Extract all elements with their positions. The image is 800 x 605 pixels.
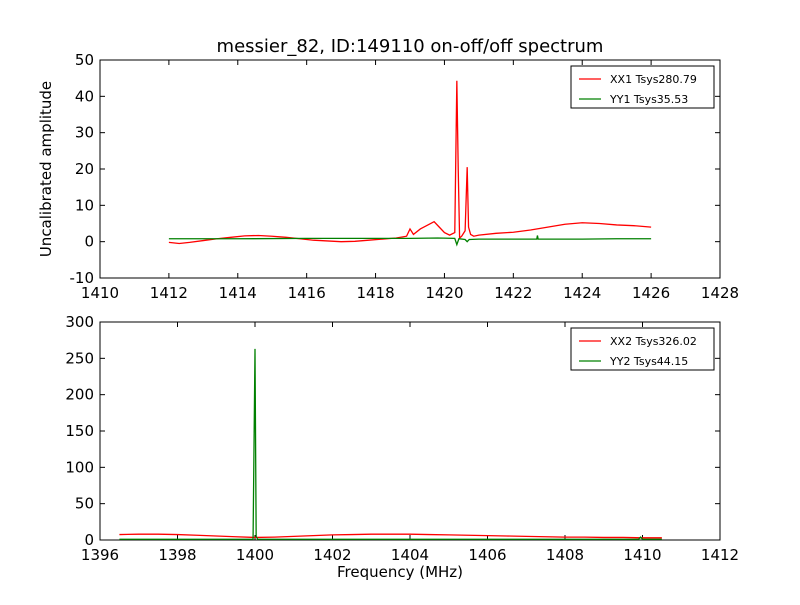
y-tick-label: 20 [75,160,94,178]
chart-panel-2: 1396 1398 1400 1402 1404 1406 1408 1410 1412 0 50 1… [65,313,739,581]
y-tick-label: 50 [75,51,94,69]
y-tick-label: -10 [70,269,95,287]
y-tick-label: 250 [65,349,94,367]
legend-label: XX2 Tsys326.02 [610,335,697,348]
y-axis-label: Uncalibrated amplitude [37,81,55,257]
series-line-xx1 [168,80,652,245]
y-tick-label: 0 [84,233,94,251]
legend-label: YY1 Tsys35.53 [609,93,688,106]
x-tick-label: 1410 [81,284,119,302]
x-axis-label: Frequency (MHz) [337,563,463,581]
x-tick-label: 1408 [546,546,584,564]
legend: XX1 Tsys280.79 YY1 Tsys35.53 [570,65,715,109]
x-tick-label: 1418 [356,284,394,302]
y-tick-label: 50 [75,495,94,513]
legend-label: YY2 Tsys44.15 [609,355,688,368]
x-tick-label: 1410 [623,546,661,564]
chart-title: messier_82, ID:149110 on-off/off spectru… [217,36,604,57]
x-tick-label: 1416 [288,284,326,302]
x-tick-label: 1412 [150,284,188,302]
y-tick-label: 30 [75,124,94,142]
x-tick-label: 1398 [158,546,196,564]
series-line-yy1 [168,235,652,247]
series-line-xx2 [119,533,662,539]
y-tick-label: 300 [65,313,94,331]
legend-label: XX1 Tsys280.79 [610,73,697,86]
chart-panel-1: 1410 1412 1414 1416 1418 1420 1422 1424 1426 1428… [37,51,739,302]
x-tick-label: 1402 [313,546,351,564]
x-tick-label: 1426 [632,284,670,302]
x-tick-label: 1412 [701,546,739,564]
x-tick-label: 1414 [219,284,257,302]
x-tick-label: 1396 [81,546,119,564]
x-tick-label: 1420 [425,284,463,302]
x-tick-label: 1400 [236,546,274,564]
y-tick-label: 10 [75,196,94,214]
legend-box [570,65,715,109]
x-tick-label: 1424 [563,284,601,302]
y-tick-label: 200 [65,386,94,404]
y-tick-label: 150 [65,422,94,440]
series-line-yy2 [119,348,662,540]
x-tick-label: 1422 [494,284,532,302]
x-tick-label: 1428 [701,284,739,302]
x-tick-label: 1404 [391,546,429,564]
x-tick-label: 1406 [468,546,506,564]
y-tick-label: 40 [75,87,94,105]
y-tick-label: 0 [84,531,94,549]
legend: XX2 Tsys326.02 YY2 Tsys44.15 [570,327,715,371]
y-tick-label: 100 [65,458,94,476]
legend-box [570,327,715,371]
